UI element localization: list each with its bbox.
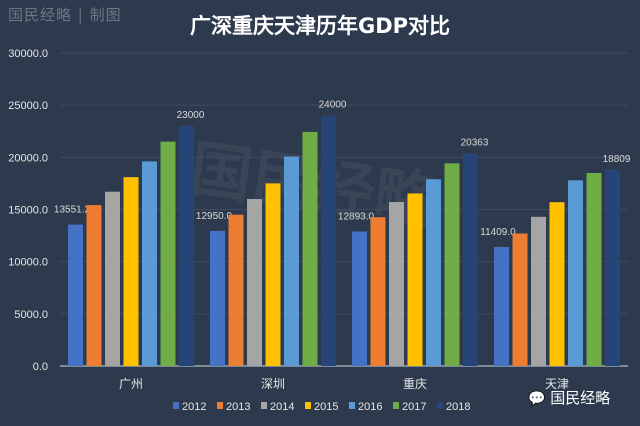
x-category-label: 重庆 [403, 377, 427, 391]
wechat-icon: 💬 [528, 391, 546, 407]
y-tick-label: 5000.0 [14, 309, 48, 321]
x-category-label: 天津 [545, 377, 569, 391]
top-watermark: 国民经略 | 制图 [8, 6, 122, 24]
y-tick-label: 30000.0 [8, 48, 48, 60]
legend-swatch-2012 [173, 402, 179, 409]
bar-2012-重庆 [352, 231, 367, 366]
legend-label-2018: 2018 [446, 401, 470, 413]
bar-2017-深圳 [302, 131, 318, 366]
data-label: 13551.2 [54, 205, 91, 216]
bar-2015-重庆 [407, 193, 423, 366]
bar-2017-重庆 [444, 163, 460, 366]
data-label: 11409.0 [480, 227, 516, 238]
bar-2014-天津 [531, 216, 546, 366]
y-tick-label: 20000.0 [8, 152, 48, 164]
wechat-watermark: 💬 国民经略 [528, 387, 610, 408]
bar-2016-广州 [142, 161, 157, 366]
data-label: 24000 [319, 100, 347, 111]
y-tick-label: 0.0 [33, 361, 48, 373]
y-tick-label: 25000.0 [8, 100, 48, 112]
bar-2014-广州 [105, 191, 120, 366]
bar-2013-重庆 [370, 217, 386, 366]
legend-swatch-2017 [393, 402, 399, 409]
data-label: 18809 [603, 154, 631, 165]
bar-2012-天津 [494, 246, 509, 366]
bar-2018-天津 [605, 169, 620, 366]
data-label: 20363 [461, 138, 489, 149]
bar-2013-深圳 [228, 214, 244, 366]
bar-2013-广州 [86, 205, 102, 366]
bar-2018-深圳 [321, 115, 336, 366]
legend-label-2015: 2015 [314, 401, 338, 413]
bar-2015-天津 [549, 202, 565, 366]
legend-swatch-2014 [261, 402, 267, 409]
bar-2016-重庆 [426, 179, 441, 366]
legend-label-2012: 2012 [182, 401, 206, 413]
bar-2012-广州 [68, 224, 83, 366]
wechat-account-name: 国民经略 [550, 389, 611, 407]
legend-label-2013: 2013 [226, 401, 250, 413]
bar-2016-天津 [568, 180, 583, 366]
bar-2016-深圳 [284, 156, 299, 366]
bar-2018-重庆 [463, 153, 478, 366]
data-label: 12950.0 [196, 211, 233, 222]
data-label: 12893.0 [338, 211, 375, 222]
legend-swatch-2016 [349, 402, 355, 409]
bar-2017-广州 [160, 141, 176, 366]
bar-2012-深圳 [210, 230, 225, 366]
y-tick-label: 10000.0 [8, 257, 48, 269]
bar-2018-广州 [179, 126, 194, 367]
bar-2014-深圳 [247, 199, 262, 366]
data-label: 23000 [177, 110, 205, 121]
legend-label-2016: 2016 [358, 401, 382, 413]
legend-label-2017: 2017 [402, 401, 426, 413]
y-tick-label: 15000.0 [8, 205, 48, 217]
bar-2015-深圳 [265, 183, 281, 366]
legend-swatch-2013 [217, 402, 223, 409]
legend-swatch-2018 [437, 402, 443, 409]
bar-2017-天津 [586, 172, 602, 366]
legend-label-2014: 2014 [270, 401, 294, 413]
chart-title: 广深重庆天津历年GDP对比 [189, 14, 451, 38]
bar-2013-天津 [512, 233, 528, 366]
x-category-label: 深圳 [261, 377, 285, 391]
bar-2015-广州 [123, 177, 139, 366]
legend-swatch-2015 [305, 402, 311, 409]
x-category-label: 广州 [119, 377, 143, 391]
bar-2014-重庆 [389, 202, 404, 366]
